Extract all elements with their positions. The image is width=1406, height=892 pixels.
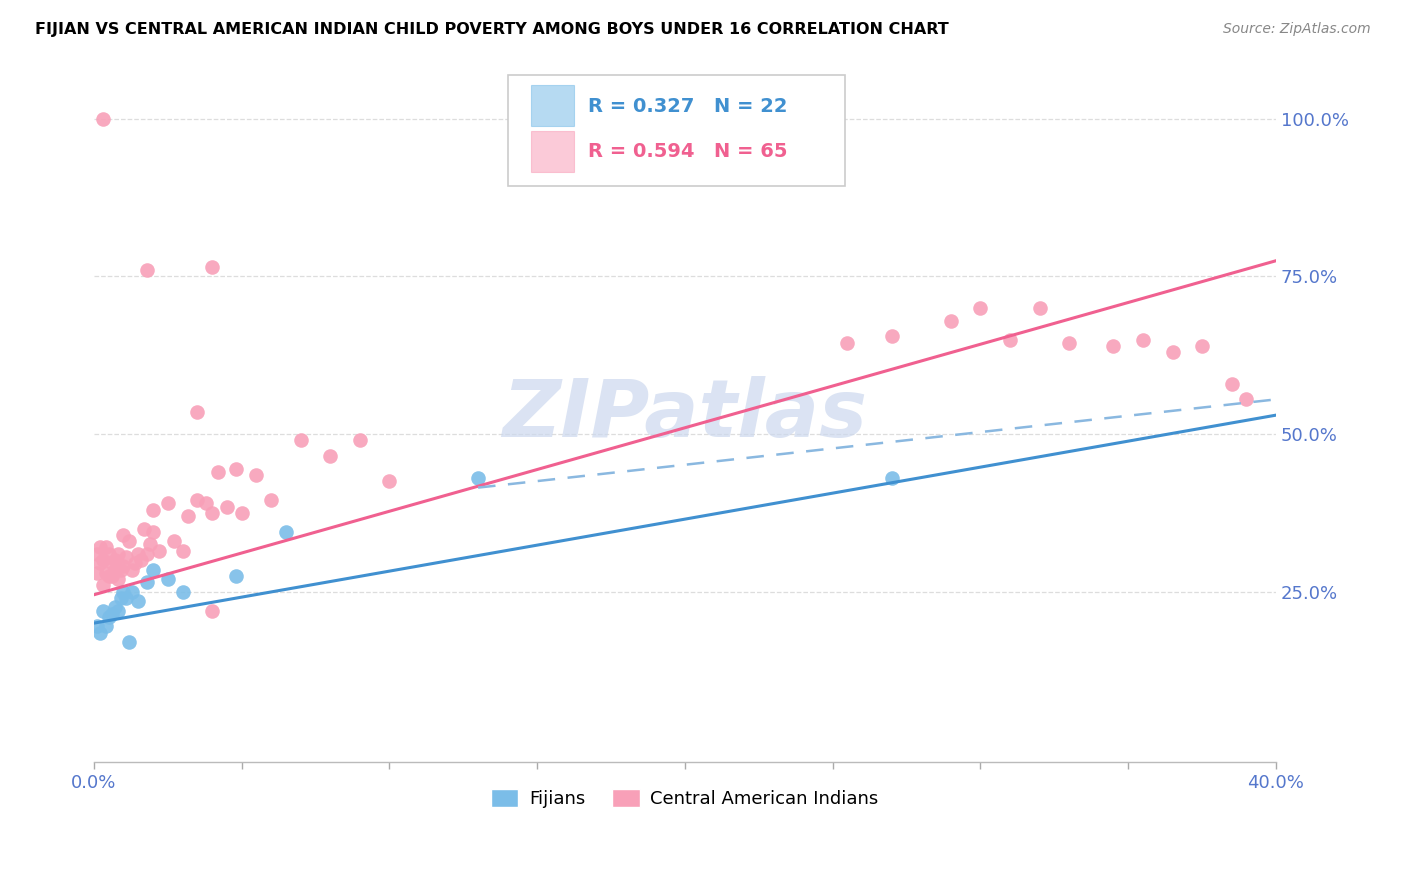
Central American Indians	[260, 493, 283, 508]
Central American Indians	[225, 461, 247, 475]
Central American Indians	[1102, 339, 1125, 353]
Central American Indians	[91, 553, 114, 567]
Central American Indians	[94, 541, 117, 555]
Central American Indians	[1234, 392, 1257, 407]
Central American Indians	[107, 572, 129, 586]
Central American Indians	[998, 333, 1021, 347]
FancyBboxPatch shape	[531, 131, 574, 172]
Fijians	[94, 619, 117, 633]
Fijians	[100, 607, 122, 621]
Central American Indians	[1132, 333, 1154, 347]
Central American Indians	[136, 263, 159, 277]
Fijians	[274, 524, 297, 539]
FancyBboxPatch shape	[531, 86, 574, 126]
Central American Indians	[112, 528, 135, 542]
Central American Indians	[139, 537, 162, 551]
Central American Indians	[177, 508, 200, 523]
Central American Indians	[201, 603, 224, 617]
Central American Indians	[290, 434, 312, 448]
Central American Indians	[121, 563, 143, 577]
Central American Indians	[97, 569, 120, 583]
Central American Indians	[837, 335, 859, 350]
Central American Indians	[136, 547, 159, 561]
Central American Indians	[107, 547, 129, 561]
Text: FIJIAN VS CENTRAL AMERICAN INDIAN CHILD POVERTY AMONG BOYS UNDER 16 CORRELATION : FIJIAN VS CENTRAL AMERICAN INDIAN CHILD …	[35, 22, 949, 37]
Central American Indians	[142, 524, 165, 539]
Central American Indians	[195, 496, 218, 510]
Central American Indians	[91, 578, 114, 592]
Fijians	[97, 610, 120, 624]
Central American Indians	[1191, 339, 1213, 353]
Central American Indians	[207, 465, 229, 479]
Text: Source: ZipAtlas.com: Source: ZipAtlas.com	[1223, 22, 1371, 37]
Central American Indians	[969, 301, 991, 315]
Text: R = 0.594: R = 0.594	[588, 142, 695, 161]
Fijians	[118, 635, 141, 649]
Fijians	[107, 603, 129, 617]
Fijians	[225, 569, 247, 583]
Central American Indians	[91, 112, 114, 126]
Central American Indians	[104, 563, 127, 577]
Central American Indians	[939, 313, 962, 327]
Central American Indians	[201, 506, 224, 520]
Fijians	[91, 603, 114, 617]
Central American Indians	[148, 543, 170, 558]
Fijians	[136, 575, 159, 590]
Text: R = 0.327: R = 0.327	[588, 96, 695, 116]
Central American Indians	[1057, 335, 1080, 350]
Fijians	[104, 600, 127, 615]
Central American Indians	[124, 556, 146, 570]
Fijians	[156, 572, 179, 586]
Central American Indians	[115, 549, 138, 564]
Legend: Fijians, Central American Indians: Fijians, Central American Indians	[484, 781, 886, 815]
Central American Indians	[186, 405, 208, 419]
Central American Indians	[89, 556, 111, 570]
Central American Indians	[186, 493, 208, 508]
Central American Indians	[110, 563, 132, 577]
Text: ZIPatlas: ZIPatlas	[502, 376, 868, 454]
FancyBboxPatch shape	[508, 76, 845, 186]
Central American Indians	[97, 547, 120, 561]
Central American Indians	[215, 500, 238, 514]
Central American Indians	[378, 475, 401, 489]
Fijians	[121, 584, 143, 599]
Fijians	[467, 471, 489, 485]
Fijians	[110, 591, 132, 605]
Central American Indians	[172, 543, 194, 558]
Text: N = 65: N = 65	[714, 142, 787, 161]
Central American Indians	[104, 553, 127, 567]
Text: N = 22: N = 22	[714, 96, 787, 116]
Central American Indians	[100, 569, 122, 583]
Central American Indians	[89, 541, 111, 555]
Central American Indians	[1028, 301, 1050, 315]
Central American Indians	[319, 449, 342, 463]
Central American Indians	[94, 566, 117, 580]
Central American Indians	[880, 329, 903, 343]
Fijians	[89, 625, 111, 640]
Central American Indians	[127, 547, 149, 561]
Central American Indians	[349, 434, 371, 448]
Fijians	[86, 619, 108, 633]
Central American Indians	[100, 556, 122, 570]
Central American Indians	[142, 502, 165, 516]
Central American Indians	[1161, 345, 1184, 359]
Fijians	[172, 584, 194, 599]
Central American Indians	[112, 559, 135, 574]
Fijians	[880, 471, 903, 485]
Central American Indians	[1220, 376, 1243, 391]
Fijians	[127, 594, 149, 608]
Fijians	[115, 591, 138, 605]
Central American Indians	[231, 506, 253, 520]
Central American Indians	[86, 547, 108, 561]
Central American Indians	[118, 534, 141, 549]
Central American Indians	[129, 553, 152, 567]
Central American Indians	[163, 534, 186, 549]
Central American Indians	[201, 260, 224, 274]
Fijians	[142, 563, 165, 577]
Central American Indians	[245, 468, 267, 483]
Central American Indians	[156, 496, 179, 510]
Fijians	[112, 584, 135, 599]
Central American Indians	[134, 522, 156, 536]
Central American Indians	[86, 566, 108, 580]
